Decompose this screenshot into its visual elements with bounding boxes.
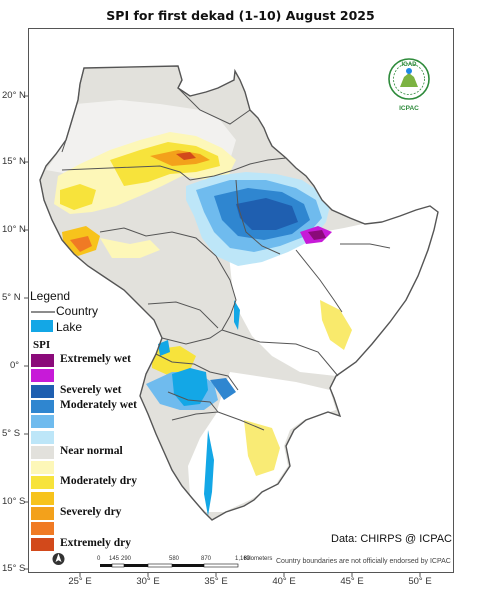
spi-swatch (31, 415, 54, 429)
country-line-swatch (31, 311, 55, 313)
axis-ticks (24, 95, 421, 577)
dry-west-light (100, 238, 160, 258)
scale-tick-label: 870 (201, 556, 212, 562)
scale-tick-label: 290 (121, 556, 132, 562)
lon-label-30e: 30° E (136, 576, 160, 587)
spi-label: Severely dry (60, 506, 122, 518)
lat-label-5n: 5° N (2, 292, 21, 303)
spi-fields (46, 100, 438, 512)
map-frame (28, 28, 454, 573)
lake-turkana (234, 300, 240, 330)
spi-swatch (31, 476, 54, 490)
data-credit: Data: CHIRPS @ ICPAC (331, 533, 452, 545)
wet-extreme (308, 230, 326, 240)
spi-swatch (31, 461, 54, 475)
scale-tick-label: 145 (109, 556, 120, 562)
spi-swatch (31, 369, 54, 383)
lat-label-0: 0° (10, 360, 20, 371)
logo-top-text: IGAD (401, 62, 417, 68)
legend-lake-label: Lake (56, 320, 83, 334)
lon-label-50e: 50° E (408, 576, 432, 587)
legend-spi-title: SPI (33, 339, 51, 351)
north-arrow-icon (52, 553, 65, 565)
dry-north-extreme (176, 152, 196, 160)
logo-bottom-text: ICPAC (399, 105, 419, 112)
icpac-logo (388, 58, 430, 100)
disclaimer: Country boundaries are not officially en… (276, 558, 451, 565)
lat-label-15s: 15° S (2, 563, 26, 574)
spi-swatch (31, 445, 54, 459)
dry-north-severe (150, 150, 210, 166)
legend-title: Legend (30, 289, 71, 303)
lat-label-10s: 10° S (2, 496, 26, 507)
lat-label-15n: 15° N (2, 156, 26, 167)
lat-label-5s: 5° S (2, 428, 21, 439)
dry-west-moderate (60, 184, 96, 210)
scale-tick-label: 580 (169, 556, 180, 562)
wet-severe (236, 198, 298, 230)
lake-albert (158, 340, 170, 356)
spi-swatch (31, 537, 54, 551)
spi-label: Near normal (60, 444, 123, 457)
lake-tanganyika (204, 430, 214, 516)
spi-swatch (31, 354, 54, 367)
scale-tick-label: 1,160 (235, 556, 251, 562)
spi-label: Extremely dry (60, 536, 132, 549)
spi-swatch (31, 522, 54, 536)
dry-southwest-severe (70, 236, 92, 252)
spi-label: Severely wet (60, 383, 122, 396)
lat-label-20n: 20° N (2, 90, 26, 101)
scale-tick-label: 0 (97, 556, 101, 562)
spi-label: Moderately wet (60, 398, 137, 411)
legend-country-label: Country (56, 304, 99, 318)
wet-lake-east (210, 378, 236, 400)
lon-label-25e: 25° E (68, 576, 92, 587)
country-boundaries (61, 67, 391, 431)
lon-label-35e: 35° E (204, 576, 228, 587)
spi-swatch (31, 491, 54, 505)
spi-label: Extremely wet (60, 353, 131, 365)
lon-label-40e: 40° E (272, 576, 296, 587)
lon-label-45e: 45° E (340, 576, 364, 587)
spi-swatch (31, 399, 54, 413)
spi-swatch (31, 507, 54, 520)
scale-bar (100, 563, 239, 568)
dry-east-moderate (320, 300, 352, 350)
map-title: SPI for first dekad (1-10) August 2025 (106, 8, 375, 23)
lat-label-10n: 10° N (2, 224, 26, 235)
spi-label: Moderately dry (60, 475, 137, 488)
lake-victoria (172, 368, 208, 406)
lake-swatch (31, 320, 53, 332)
spi-swatch (31, 384, 54, 398)
dry-south-moderate (244, 420, 280, 476)
spi-swatch (31, 430, 54, 444)
scale-unit-label: Kilometers (244, 556, 273, 562)
